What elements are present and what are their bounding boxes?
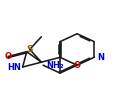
- Text: NH₂: NH₂: [47, 61, 64, 70]
- Text: O: O: [5, 52, 11, 61]
- Text: O: O: [74, 61, 81, 70]
- Text: N: N: [97, 53, 104, 62]
- Text: S: S: [27, 45, 33, 54]
- Text: HN: HN: [7, 63, 21, 72]
